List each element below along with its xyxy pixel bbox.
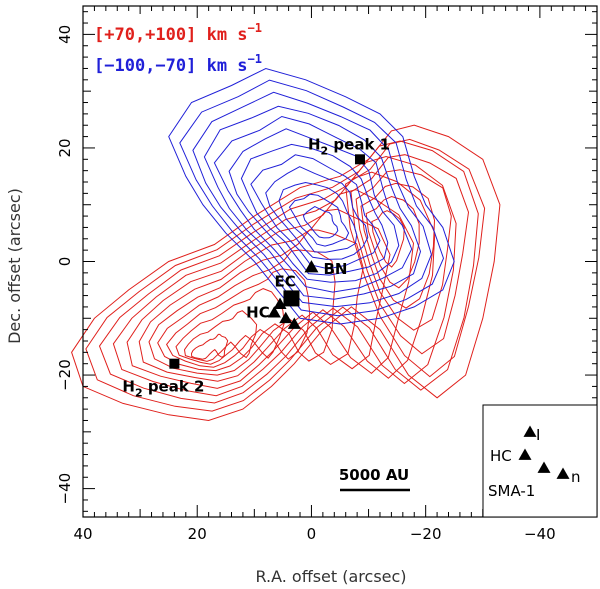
red-contour-level (138, 208, 391, 382)
blue-contour-level (250, 154, 381, 270)
red-contour-level (183, 310, 258, 362)
red-contour-level (175, 288, 285, 365)
inset-triangle-hc (518, 448, 532, 460)
inset-label: n (571, 468, 581, 486)
red-contour-level (165, 268, 311, 368)
source-triangle-marker (279, 311, 293, 324)
source-triangle-marker (273, 297, 287, 309)
source-triangle-marker (287, 317, 301, 329)
inset-label: I (536, 426, 540, 444)
y-tick-label: 0 (56, 257, 74, 267)
h2-peak-2-label: H2 peak 2 (122, 378, 204, 400)
x-tick-label: 20 (188, 525, 207, 543)
blue-contour-level (240, 143, 389, 276)
red-contour-level (157, 249, 336, 372)
blue-contour-level (168, 67, 455, 325)
blue-contour-level (213, 115, 413, 293)
red-contour-level (350, 154, 470, 355)
y-tick-label: 40 (56, 25, 74, 44)
h2-peak-1-label: H2 peak 1 (308, 135, 390, 157)
x-tick-label: −20 (410, 525, 442, 543)
red-contour-level (365, 195, 420, 289)
blue-contour-level (288, 193, 350, 247)
blue-contour-series (168, 67, 455, 325)
source-square-marker (354, 154, 365, 165)
red-contour-level (371, 210, 405, 268)
red-contour-level (126, 189, 415, 389)
blue-contour-level (203, 105, 422, 300)
red-contour-level (344, 138, 486, 378)
inset-triangle-i (523, 425, 537, 437)
y-tick-label: −40 (56, 473, 74, 505)
inset-triangle-n (556, 467, 570, 479)
hc-label: HC (246, 304, 270, 322)
x-tick-label: 40 (73, 525, 92, 543)
legend-entry: [+70,+100] km s−1 (94, 21, 262, 45)
red-contour-level (98, 155, 457, 404)
legend-entry: [−100,−70] km s−1 (94, 52, 262, 76)
blue-contour-level (192, 91, 432, 308)
red-contour-level (355, 169, 452, 331)
y-tick-label: −20 (56, 359, 74, 391)
blue-contour-level (265, 166, 369, 260)
blue-contour-level (278, 181, 358, 253)
red-contour-level (85, 140, 479, 412)
blue-contour-level (302, 206, 339, 239)
red-contour-level (190, 333, 229, 360)
inset-label: SMA-1 (488, 482, 535, 500)
ec-square-marker (283, 290, 300, 307)
x-tick-label: −40 (524, 525, 556, 543)
y-axis-label: Dec. offset (arcsec) (5, 188, 24, 344)
red-contour-level (148, 229, 364, 376)
blue-contour-level (228, 128, 400, 283)
bn-label: BN (323, 260, 347, 278)
source-triangle-marker (267, 306, 281, 318)
red-contour-level (112, 171, 436, 397)
inset-label: HC (490, 447, 512, 465)
inset-box (482, 404, 598, 518)
source-square-marker (169, 358, 180, 369)
scale-bar-label: 5000 AU (339, 466, 409, 484)
blue-contour-level (179, 79, 445, 317)
x-axis-label: R.A. offset (arcsec) (255, 567, 406, 586)
bn-triangle-marker (304, 260, 319, 273)
x-tick-label: 0 (307, 525, 317, 543)
inset-triangle-sma1 (537, 461, 551, 473)
ec-label: EC (274, 272, 295, 290)
y-tick-label: 20 (56, 138, 74, 157)
